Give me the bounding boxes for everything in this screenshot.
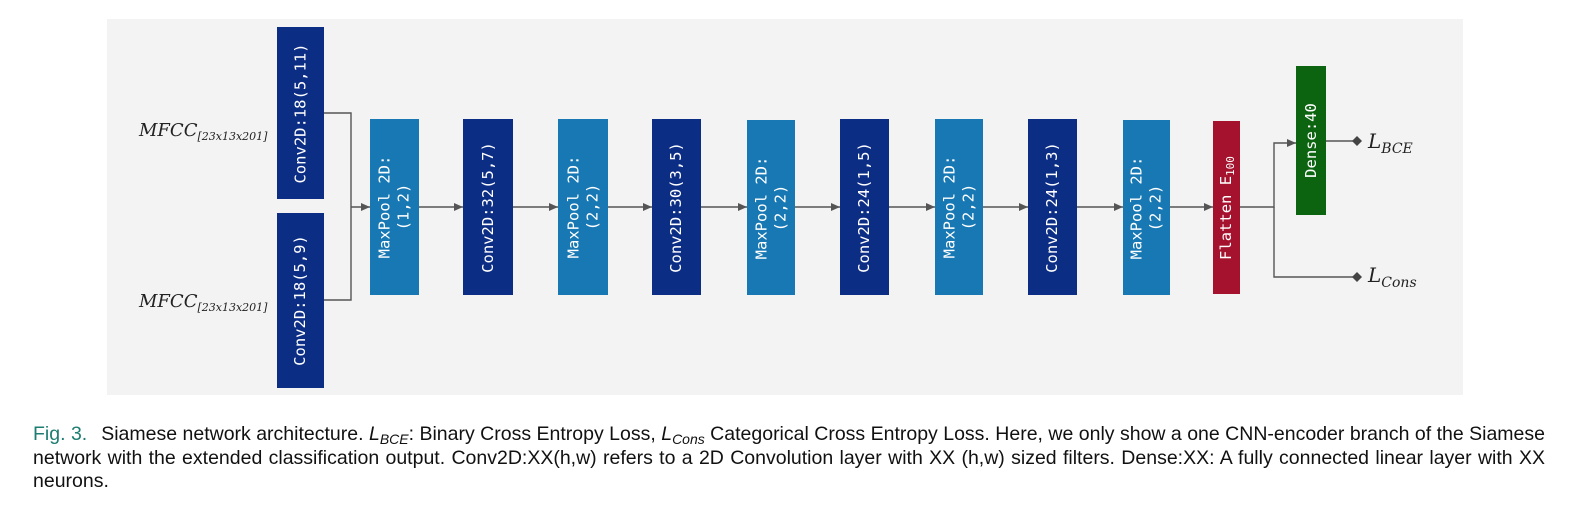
arrow-to-lcons bbox=[1273, 207, 1356, 278]
input-label-top: MFCC[23x13x201] bbox=[139, 120, 268, 143]
caption-lcons: L bbox=[661, 423, 673, 445]
caption-lbce: L bbox=[368, 423, 380, 445]
figure-caption: Fig. 3. Siamese network architecture. LBC… bbox=[33, 423, 1545, 493]
conv-3: Conv2D:24(1,5) bbox=[840, 119, 889, 295]
conv-2: Conv2D:30(3,5) bbox=[652, 119, 701, 295]
conv-4: Conv2D:24(1,3) bbox=[1028, 119, 1077, 295]
maxpool-4: MaxPool 2D: (2,2) bbox=[935, 119, 983, 295]
branch-conv-bottom: Conv2D:18(5,9) bbox=[277, 213, 324, 388]
maxpool-1: MaxPool 2D: (1,2) bbox=[370, 119, 419, 295]
caption-lbce-sub: BCE bbox=[379, 431, 409, 447]
dense-layer: Dense:40 bbox=[1296, 66, 1326, 215]
lcons-diamond bbox=[1352, 272, 1362, 282]
figure-label: Fig. 3. bbox=[33, 423, 88, 445]
maxpool-3: MaxPool 2D: (2,2) bbox=[747, 120, 795, 295]
branch-conv-top: Conv2D:18(5,11) bbox=[277, 27, 324, 199]
output-label-bce: LBCE bbox=[1368, 129, 1413, 157]
output-label-cons: LCons bbox=[1368, 263, 1417, 291]
input-label-bottom: MFCC[23x13x201] bbox=[139, 291, 268, 314]
conv-1: Conv2D:32(5,7) bbox=[463, 119, 513, 295]
caption-text-2: : Binary Cross Entropy Loss, bbox=[408, 423, 662, 445]
caption-text-1: Siamese network architecture. bbox=[101, 423, 369, 445]
caption-text-3: Categorical Cross Entropy Loss. Here, we… bbox=[33, 423, 1545, 492]
split-line bbox=[1240, 139, 1296, 208]
maxpool-2: MaxPool 2D: (2,2) bbox=[558, 119, 608, 295]
merge-line-top bbox=[324, 112, 352, 301]
lbce-diamond bbox=[1352, 136, 1362, 146]
caption-lcons-sub: Cons bbox=[672, 431, 705, 447]
flatten-layer: Flatten E100 bbox=[1213, 121, 1240, 294]
maxpool-5: MaxPool 2D: (2,2) bbox=[1123, 120, 1170, 295]
